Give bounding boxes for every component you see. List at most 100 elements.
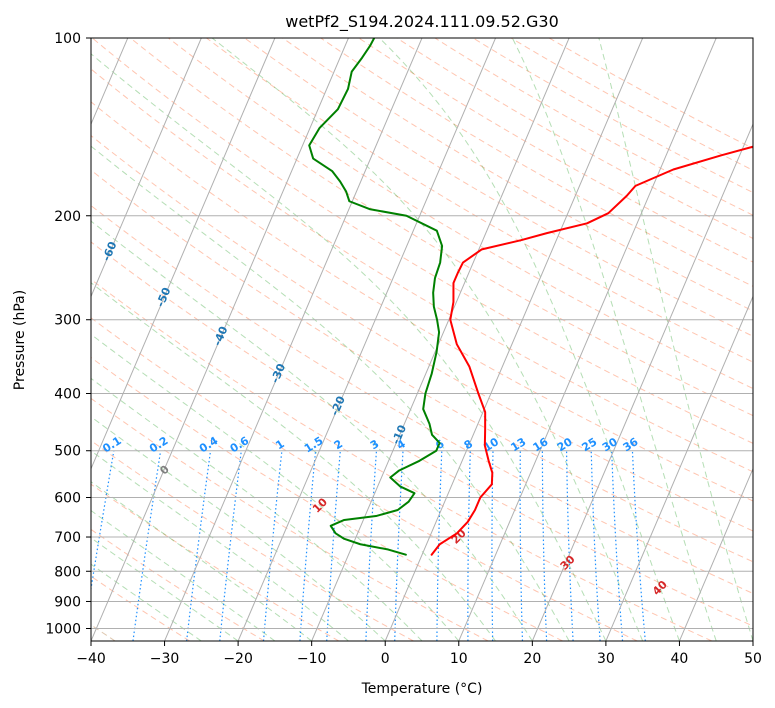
x-tick-label: 40 bbox=[671, 651, 689, 667]
mixing-ratio-label: 1.5 bbox=[302, 434, 325, 455]
isobar-gridlines bbox=[91, 38, 753, 629]
moist-adiabat-line bbox=[91, 53, 607, 641]
dry-adiabat-line bbox=[91, 575, 190, 641]
dry-adiabat-line bbox=[91, 134, 753, 532]
isotherm-line bbox=[164, 38, 423, 641]
dry-adiabat-line bbox=[206, 38, 753, 363]
dry-adiabat-line bbox=[91, 278, 713, 641]
moist-adiabat-line bbox=[598, 38, 753, 641]
mixing-ratio-line bbox=[565, 450, 574, 641]
y-tick-label: 400 bbox=[54, 387, 81, 403]
mixing-ratio-line bbox=[91, 450, 115, 593]
plot-frame bbox=[90, 37, 754, 642]
isotherm-label: -30 bbox=[268, 361, 288, 385]
isotherm-line bbox=[752, 639, 753, 641]
moist-adiabat-line bbox=[211, 38, 644, 641]
moist-adiabat-line bbox=[91, 563, 202, 641]
x-tick-label: 20 bbox=[523, 651, 541, 667]
x-tick-label: −30 bbox=[150, 651, 180, 667]
mixing-ratio-label: 36 bbox=[621, 435, 641, 454]
moist-adiabat-label: 0 bbox=[157, 463, 172, 478]
mixing-ratio-label: 0.1 bbox=[100, 434, 123, 455]
x-tick-label: −40 bbox=[76, 651, 106, 667]
moist-adiabat-label: 40 bbox=[650, 578, 670, 598]
dry-adiabat-line bbox=[282, 38, 753, 312]
moist-adiabat-line bbox=[511, 38, 717, 641]
isotherm-line bbox=[91, 38, 202, 298]
isotherm-line bbox=[531, 122, 753, 641]
moist-adiabat-label: 10 bbox=[310, 495, 330, 515]
isotherm-label: -80 bbox=[0, 130, 19, 154]
dry-adiabat-line bbox=[91, 483, 340, 641]
isotherm-line bbox=[237, 38, 497, 641]
dry-adiabat-line bbox=[358, 38, 753, 263]
mixing-ratio-label: 8 bbox=[462, 437, 475, 452]
moist-adiabat-line bbox=[91, 377, 423, 641]
dry-adiabat-line bbox=[91, 356, 563, 641]
mixing-ratio-label: 0.6 bbox=[228, 434, 252, 456]
y-axis-label: Pressure (hPa) bbox=[12, 290, 28, 390]
y-axis-ticks: 100 200 300 400 500 600 700 800 900 1000 bbox=[45, 31, 91, 637]
moist-adiabat-line bbox=[91, 537, 239, 641]
isotherm-line bbox=[678, 467, 753, 641]
x-tick-label: 30 bbox=[597, 651, 615, 667]
moist-adiabat-line bbox=[91, 450, 349, 641]
x-tick-label: −10 bbox=[297, 651, 327, 667]
sounding-profiles bbox=[308, 38, 753, 556]
isotherm-label: -20 bbox=[328, 394, 348, 418]
x-axis-label: Temperature (°C) bbox=[361, 681, 483, 697]
moist-adiabat-line bbox=[379, 38, 680, 641]
dry-adiabat-line bbox=[548, 38, 753, 149]
y-tick-label: 500 bbox=[54, 444, 81, 460]
y-tick-label: 300 bbox=[54, 313, 81, 329]
dry-adiabat-line bbox=[91, 38, 753, 444]
mixing-ratio-line bbox=[132, 450, 162, 641]
isotherm-label: -50 bbox=[154, 285, 174, 309]
x-tick-label: 0 bbox=[381, 651, 390, 667]
mixing-ratio-label: 30 bbox=[600, 435, 620, 454]
mixing-ratio-line bbox=[219, 450, 242, 641]
isotherm-line bbox=[605, 295, 753, 641]
x-tick-label: 10 bbox=[450, 651, 468, 667]
mixing-ratio-label: 25 bbox=[579, 435, 599, 454]
x-axis-ticks: −40 −30 −20 −10 0 10 20 30 40 50 bbox=[76, 641, 762, 667]
dry-adiabat-line bbox=[168, 38, 753, 390]
dry-adiabat-line bbox=[91, 397, 489, 641]
dry-adiabat-line bbox=[91, 317, 638, 641]
y-tick-label: 200 bbox=[54, 209, 81, 225]
plot-area: -100-90-80-70-60-50-40-30-20-100.10.20.4… bbox=[0, 38, 753, 641]
y-tick-label: 900 bbox=[54, 594, 81, 610]
isotherm-label: -40 bbox=[211, 324, 231, 348]
isotherm-label: -60 bbox=[100, 239, 120, 263]
y-tick-label: 800 bbox=[54, 564, 81, 580]
mixing-ratio-label: 13 bbox=[509, 435, 529, 454]
mixing-ratio-label: 0.4 bbox=[197, 434, 221, 456]
isotherm-label: -70 bbox=[53, 177, 73, 201]
dry-adiabat-line bbox=[91, 68, 753, 473]
dry-adiabat-line bbox=[91, 241, 753, 627]
mixing-ratio-line bbox=[519, 450, 524, 641]
dry-adiabats bbox=[91, 38, 753, 641]
mixing-ratio-label: 2 bbox=[332, 437, 345, 452]
y-tick-label: 600 bbox=[54, 490, 81, 506]
x-tick-label: −20 bbox=[223, 651, 253, 667]
moist-adiabat-line bbox=[91, 145, 570, 641]
moist-adiabat-line bbox=[91, 509, 276, 641]
mixing-ratio-line bbox=[186, 450, 212, 641]
isotherm-line bbox=[384, 38, 644, 641]
y-tick-label: 700 bbox=[54, 530, 81, 546]
x-tick-label: 50 bbox=[744, 651, 762, 667]
isotherm-line bbox=[91, 38, 349, 641]
dry-adiabat-line bbox=[91, 204, 753, 595]
mixing-ratio-label: 20 bbox=[555, 435, 575, 454]
dewpoint-profile-line bbox=[308, 38, 444, 556]
mixing-ratio-label: 16 bbox=[531, 435, 551, 454]
moist-adiabats bbox=[91, 38, 753, 641]
y-tick-label: 100 bbox=[54, 31, 81, 47]
isotherm-line bbox=[311, 38, 570, 641]
isotherm-line bbox=[458, 38, 717, 641]
dry-adiabat-line bbox=[510, 38, 753, 171]
mixing-ratio-label: 3 bbox=[368, 437, 381, 452]
